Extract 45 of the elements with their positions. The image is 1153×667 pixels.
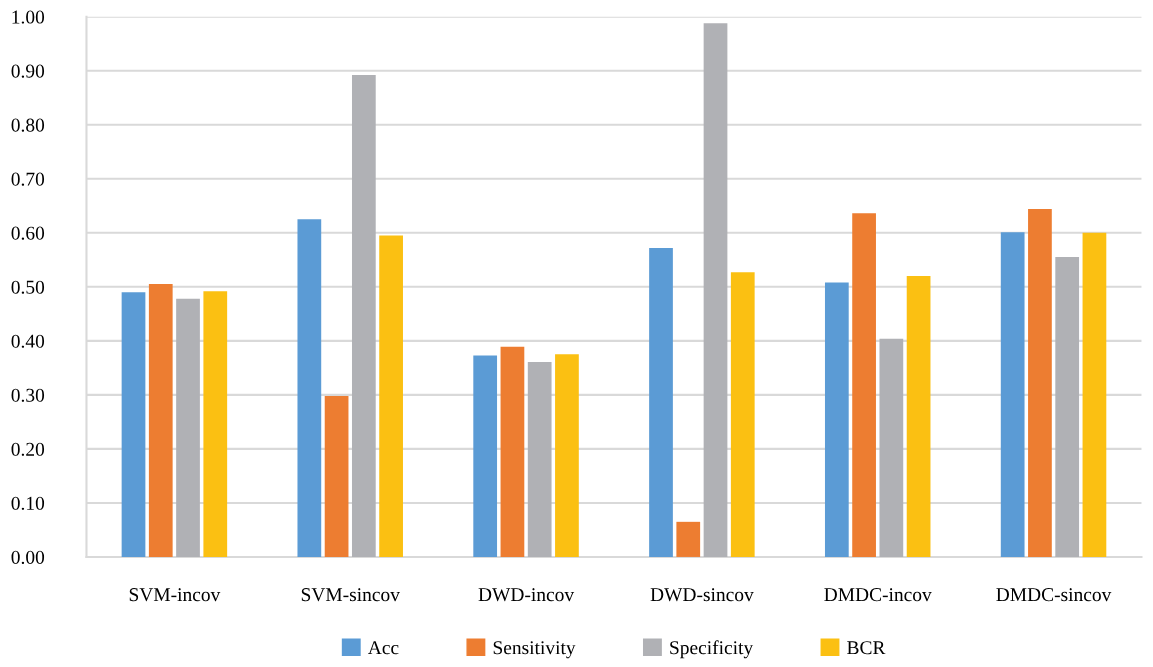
bar <box>176 298 200 557</box>
x-tick-label: SVM-incov <box>129 588 221 602</box>
bar <box>676 521 701 557</box>
y-tick-label: 0.20 <box>11 442 45 456</box>
legend-label: Specificity <box>670 640 754 659</box>
bar <box>500 346 525 557</box>
bar <box>555 354 579 557</box>
y-tick-label: 0.40 <box>11 334 45 348</box>
bar <box>121 292 146 557</box>
y-tick-label: 0.60 <box>11 226 45 240</box>
bar <box>824 282 849 557</box>
y-tick-label: 0.90 <box>11 64 45 78</box>
x-tick-label: DMDC-incov <box>824 588 932 602</box>
bar <box>379 235 403 557</box>
bar <box>324 395 349 557</box>
bar <box>852 213 876 557</box>
bar <box>703 23 728 557</box>
legend-label: Acc <box>367 641 399 655</box>
bar <box>649 247 673 557</box>
x-tick-label: DWD-incov <box>478 588 575 602</box>
x-tick-label: DMDC-sincov <box>996 588 1112 602</box>
x-tick-label: DWD-sincov <box>650 588 754 602</box>
bar <box>297 219 322 557</box>
bar <box>203 291 228 557</box>
bar <box>906 276 931 557</box>
bar <box>148 284 173 557</box>
bar <box>1028 209 1052 557</box>
legend-label: BCR <box>847 641 886 655</box>
bar <box>1000 232 1025 557</box>
bar <box>879 338 904 557</box>
bar <box>351 75 376 557</box>
bar <box>527 361 552 557</box>
bar <box>730 272 755 557</box>
y-tick-label: 0.50 <box>11 280 45 294</box>
y-tick-label: 0.30 <box>11 388 45 402</box>
bar <box>1082 232 1107 557</box>
bar <box>1055 257 1080 557</box>
y-tick-label: 1.00 <box>12 10 45 24</box>
y-tick-label: 0.10 <box>11 496 45 510</box>
y-tick-label: 0.80 <box>11 118 45 132</box>
y-tick-label: 0.70 <box>11 172 45 186</box>
x-tick-label: SVM-sincov <box>301 588 400 602</box>
bar <box>473 355 498 557</box>
y-tick-label: 0.00 <box>11 550 45 564</box>
legend-label: Sensitivity <box>493 641 576 659</box>
